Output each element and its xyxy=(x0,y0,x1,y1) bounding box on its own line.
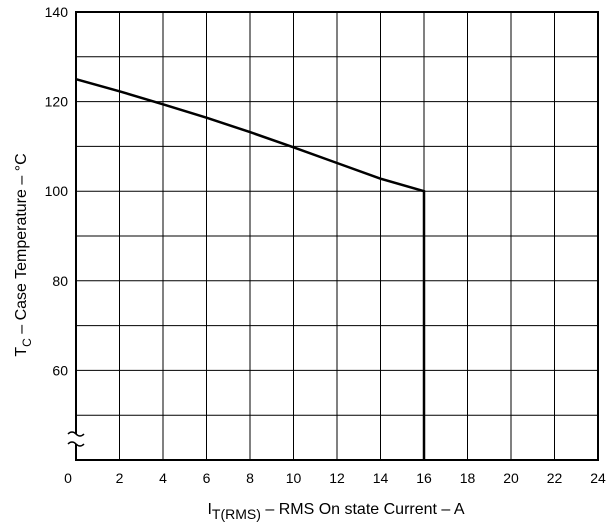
x-tick-label: 2 xyxy=(116,470,124,486)
x-axis-label-sub: T(RMS) xyxy=(212,506,261,522)
series-lines xyxy=(75,77,426,460)
grid-lines xyxy=(75,11,599,461)
y-tick-label: 100 xyxy=(45,183,69,199)
x-tick-label: 20 xyxy=(503,470,519,486)
x-axis-label-main: I xyxy=(207,501,211,518)
x-tick-label: 0 xyxy=(64,470,72,486)
x-tick-label: 14 xyxy=(373,470,389,486)
x-tick-label: 4 xyxy=(159,470,167,486)
x-tick-label: 10 xyxy=(286,470,302,486)
y-tick-label: 80 xyxy=(52,273,68,289)
x-tick-labels: 0 2 4 6 8 10 12 14 16 18 20 22 24 xyxy=(64,470,606,486)
y-axis-break xyxy=(67,431,85,447)
x-axis-label-rest: – RMS On state Current – A xyxy=(261,501,465,518)
x-tick-label: 22 xyxy=(547,470,563,486)
y-axis-label-sub: C xyxy=(20,338,34,347)
plot-frame xyxy=(75,11,599,461)
y-tick-label: 60 xyxy=(52,362,68,378)
axis-break-gap xyxy=(70,434,82,444)
y-tick-label: 140 xyxy=(45,4,69,20)
x-tick-label: 12 xyxy=(329,470,345,486)
axis-break-mark xyxy=(67,441,85,447)
x-tick-label: 16 xyxy=(416,470,432,486)
x-tick-label: 24 xyxy=(590,470,606,486)
y-axis-label: TC – Case Temperature – °C xyxy=(13,153,34,356)
series-line xyxy=(75,77,426,460)
y-axis-label-rest: – Case Temperature – °C xyxy=(13,153,30,338)
x-tick-label: 8 xyxy=(246,470,254,486)
x-tick-label: 18 xyxy=(460,470,476,486)
y-tick-label: 120 xyxy=(45,94,69,110)
y-tick-labels: 60 80 100 120 140 xyxy=(45,4,69,378)
axis-break-mark xyxy=(67,431,85,437)
y-axis-label-main: T xyxy=(13,347,30,357)
x-tick-label: 6 xyxy=(203,470,211,486)
x-axis-label: IT(RMS) – RMS On state Current – A xyxy=(207,501,464,522)
